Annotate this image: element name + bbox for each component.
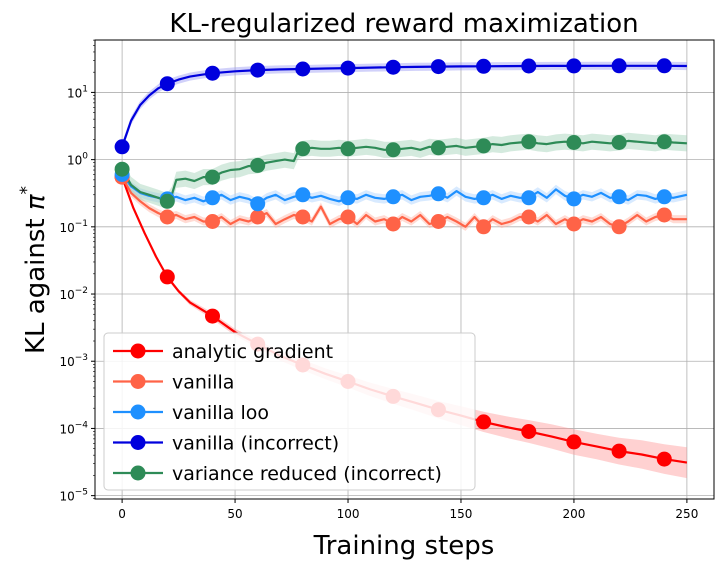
marker-series-3 — [295, 61, 311, 77]
marker-series-4 — [611, 135, 627, 150]
marker-series-4 — [114, 161, 130, 177]
marker-series-3 — [340, 60, 356, 76]
legend-marker-3 — [130, 435, 146, 450]
marker-series-1 — [656, 207, 672, 223]
y-axis-label: KL against π* — [17, 186, 51, 354]
marker-series-4 — [159, 193, 175, 209]
marker-series-3 — [159, 76, 175, 92]
y-tick-label: 10−5 — [59, 488, 88, 504]
marker-series-3 — [114, 139, 130, 155]
legend-box — [103, 332, 476, 491]
marker-series-1 — [385, 216, 401, 232]
y-tick-label: 10−2 — [59, 286, 88, 302]
y-tick-label: 101 — [67, 84, 88, 100]
legend-label-4: variance reduced (incorrect) — [172, 463, 442, 485]
marker-series-2 — [521, 190, 537, 206]
marker-series-2 — [611, 189, 627, 205]
y-tick-label: 10−1 — [59, 219, 88, 235]
marker-series-0 — [656, 451, 672, 467]
marker-series-0 — [476, 414, 492, 430]
marker-series-3 — [521, 58, 537, 74]
legend-label-3: vanilla (incorrect) — [172, 433, 339, 455]
marker-series-1 — [295, 209, 311, 225]
legend-label-1: vanilla — [172, 372, 234, 394]
legend-label-2: vanilla loo — [172, 402, 269, 424]
series-markers — [114, 58, 672, 467]
marker-series-4 — [295, 141, 311, 157]
marker-series-1 — [476, 219, 492, 235]
marker-series-0 — [611, 443, 627, 459]
marker-series-2 — [295, 187, 311, 203]
marker-series-1 — [566, 216, 582, 232]
marker-series-1 — [159, 209, 175, 225]
band-series-4 — [122, 132, 687, 210]
x-axis-label: Training steps — [313, 531, 495, 561]
marker-series-3 — [385, 59, 401, 75]
x-tick-label: 50 — [227, 507, 242, 521]
marker-series-2 — [250, 196, 266, 212]
marker-series-3 — [611, 58, 627, 74]
legend-marker-0 — [130, 343, 146, 359]
marker-series-4 — [566, 135, 582, 150]
legend-label-0: analytic gradient — [172, 341, 333, 363]
marker-series-4 — [385, 142, 401, 158]
marker-series-0 — [521, 424, 537, 439]
marker-series-4 — [656, 134, 672, 150]
x-tick-label: 100 — [337, 507, 360, 521]
x-tick-label: 0 — [118, 507, 126, 521]
x-tick-label: 150 — [450, 507, 473, 521]
marker-series-3 — [205, 65, 220, 81]
marker-series-4 — [205, 169, 220, 185]
marker-series-1 — [521, 209, 537, 225]
marker-series-1 — [611, 219, 627, 235]
marker-series-3 — [476, 58, 492, 74]
marker-series-2 — [476, 190, 492, 206]
y-tick-label: 100 — [67, 152, 88, 168]
y-tick-label: 10−3 — [59, 353, 88, 369]
legend: analytic gradient vanilla vanilla loo vanil… — [103, 332, 476, 491]
marker-series-3 — [250, 62, 266, 78]
marker-series-2 — [340, 190, 356, 206]
marker-series-3 — [566, 58, 582, 74]
marker-series-0 — [159, 269, 175, 285]
y-axis-label-symbol: π — [21, 194, 51, 210]
marker-series-4 — [430, 140, 446, 156]
grid-lines — [95, 40, 714, 499]
band-series-0 — [122, 175, 687, 479]
legend-marker-4 — [130, 465, 146, 481]
x-tick-label: 200 — [562, 507, 585, 521]
y-axis-label-superscript: * — [17, 186, 37, 195]
marker-series-2 — [430, 186, 446, 202]
marker-series-4 — [340, 141, 356, 157]
marker-series-0 — [205, 308, 220, 324]
marker-series-2 — [205, 190, 220, 206]
marker-series-0 — [566, 434, 582, 450]
chart-title: KL-regularized reward maximization — [169, 9, 638, 39]
y-axis-label-text: KL against — [21, 210, 51, 354]
axis-ticks: 0 50 100 150 200 250 10−5 10−4 10−3 10−2 10−1 100 10… — [59, 39, 698, 521]
x-tick-label: 250 — [675, 507, 698, 521]
marker-series-2 — [566, 191, 582, 207]
marker-series-1 — [205, 214, 220, 229]
marker-series-1 — [250, 209, 266, 225]
legend-marker-2 — [130, 404, 146, 420]
legend-marker-1 — [130, 374, 146, 389]
marker-series-3 — [430, 59, 446, 75]
marker-series-1 — [340, 209, 356, 225]
marker-series-3 — [656, 58, 672, 74]
marker-series-2 — [385, 189, 401, 205]
marker-series-4 — [250, 157, 266, 173]
marker-series-4 — [521, 134, 537, 150]
marker-series-4 — [476, 138, 492, 154]
y-tick-label: 10−4 — [59, 420, 88, 436]
marker-series-1 — [430, 214, 446, 229]
plot-frame — [94, 39, 715, 500]
marker-series-2 — [656, 189, 672, 205]
